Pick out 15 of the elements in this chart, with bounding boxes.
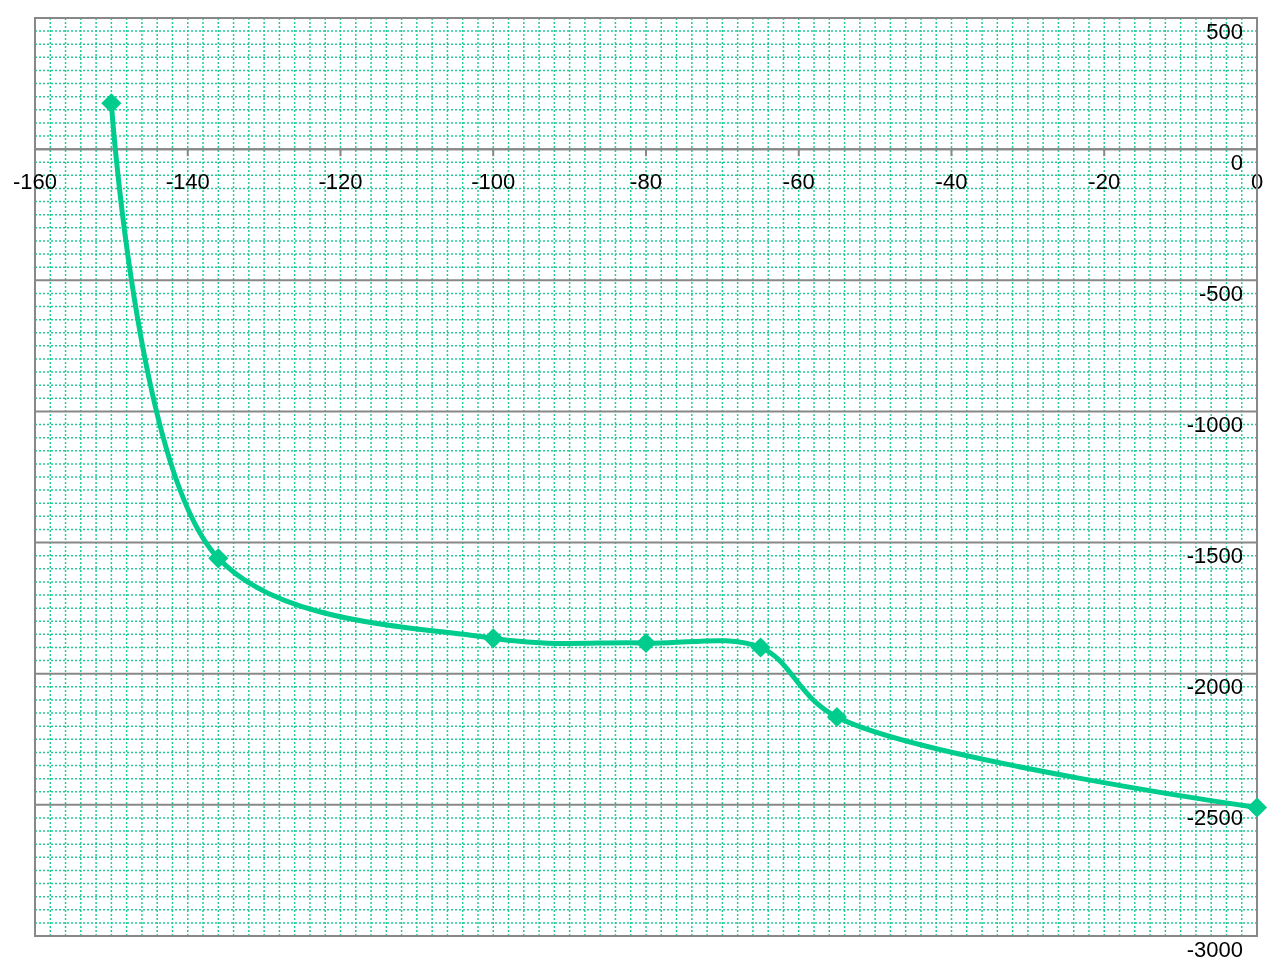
x-tick-label: -100: [471, 169, 516, 195]
x-tick-label: -20: [1088, 169, 1121, 195]
y-tick-label: 500: [1206, 18, 1243, 44]
x-tick-label: -60: [782, 169, 815, 195]
y-tick-label: -1500: [1186, 543, 1243, 569]
y-tick-label: -1000: [1186, 412, 1243, 438]
y-tick-label: -2000: [1186, 674, 1243, 700]
x-tick-label: -140: [165, 169, 210, 195]
x-tick-label: -40: [935, 169, 968, 195]
y-tick-label: -3000: [1186, 936, 1243, 962]
x-tick-label: -120: [318, 169, 363, 195]
x-tick-label: -160: [12, 169, 58, 195]
y-tick-label: -500: [1198, 280, 1243, 306]
x-tick-label: -80: [630, 169, 662, 195]
y-tick-label: -2500: [1186, 805, 1243, 831]
